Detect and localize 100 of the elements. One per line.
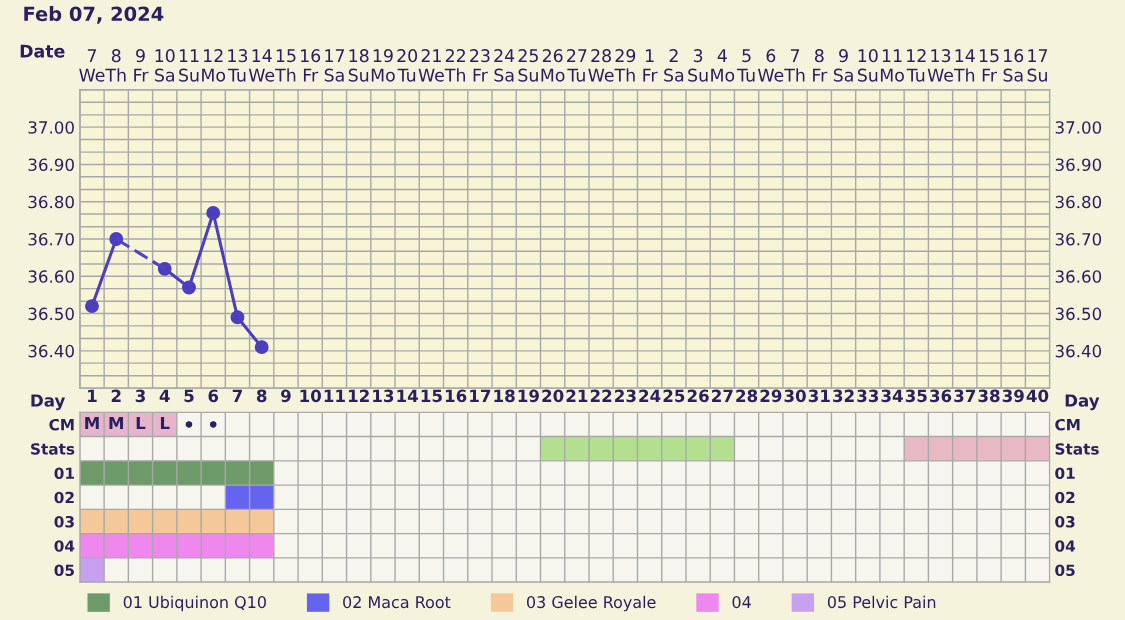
legend-label: 02 Maca Root	[343, 596, 451, 609]
x-tick-label: 18	[494, 389, 515, 403]
x-tick-label: 28 We	[588, 49, 614, 82]
x-tick-label: 25 Su	[518, 49, 538, 82]
x-tick-label: 9 Sa	[833, 49, 853, 82]
x-tick-label: 21 We	[418, 49, 444, 82]
x-tick-label: 11 Mo	[880, 49, 904, 82]
x-tick-label: 29	[760, 389, 782, 403]
y-tick-label: 36.50	[28, 307, 74, 321]
legend-label: 03 Gelee Royale	[526, 595, 656, 612]
x-tick-label: 8 Fr	[813, 49, 828, 82]
x-tick-label: 20 Tu	[397, 49, 418, 82]
x-tick-label: 26 Mo	[541, 49, 565, 82]
x-tick-label: 25	[663, 389, 685, 403]
x-tick-label: 36	[930, 389, 952, 403]
x-tick-label: 11 Su	[179, 49, 199, 82]
x-tick-label: 37	[954, 389, 976, 403]
x-tick-label: 5 Tu	[737, 49, 755, 82]
x-tick-label: 16 Sa	[1003, 49, 1024, 82]
x-tick-label: 8 Th	[105, 49, 126, 82]
annotation: L	[136, 416, 146, 430]
y-tick-label: 36.80	[28, 195, 74, 209]
x-tick-label: 7 We	[79, 49, 105, 82]
y-tick-label: 05	[1055, 564, 1075, 577]
x-tick-label: 24	[639, 389, 661, 402]
x-tick-label: 32	[833, 389, 854, 403]
x-tick-label: 23	[615, 389, 636, 403]
x-tick-label: 27 Tu	[567, 49, 587, 82]
y-tick-label: 36.90	[28, 158, 74, 172]
x-tick-label: 13	[373, 389, 394, 403]
x-tick-label: 3 Su	[688, 49, 708, 82]
x-tick-label: 1	[88, 389, 97, 402]
x-tick-label: 22 Th	[444, 49, 465, 82]
annotation: M	[85, 416, 99, 430]
x-tick-label: 14 We	[248, 49, 275, 82]
y-tick-label: 37.00	[28, 121, 74, 134]
x-tick-label: 16 Fr	[301, 49, 321, 82]
x-tick-label: 6 We	[757, 49, 784, 82]
x-tick-label: 29 Th	[614, 49, 636, 82]
x-tick-label: 33	[857, 389, 879, 403]
x-tick-label: 39	[1002, 389, 1024, 403]
x-tick-label: 12	[348, 389, 369, 402]
x-tick-label: 10 Sa	[155, 49, 175, 82]
y-tick-label: 02	[1055, 491, 1075, 504]
x-tick-label: 15 Th	[275, 49, 296, 82]
x-tick-label: 7	[232, 389, 242, 402]
y-tick-label: Stats	[1055, 443, 1099, 455]
x-tick-label: 30	[784, 389, 806, 403]
x-tick-label: 13 Tu	[227, 49, 248, 82]
x-tick-label: 23 Fr	[470, 49, 490, 82]
x-tick-label: 16	[445, 389, 467, 403]
x-tick-label: 40	[1026, 389, 1049, 403]
x-tick-label: 35	[905, 389, 927, 403]
x-tick-label: 24 Sa	[494, 49, 515, 82]
x-tick-label: 14	[397, 389, 418, 402]
text: Day	[1065, 394, 1100, 411]
x-tick-label: 1 Fr	[643, 49, 658, 82]
x-tick-label: 17 Su	[1027, 49, 1048, 82]
x-tick-label: 8	[256, 389, 267, 403]
x-tick-label: 15	[421, 389, 442, 403]
x-tick-label: 2 Sa	[664, 49, 684, 82]
x-tick-label: 2	[111, 389, 121, 402]
x-tick-label: 21	[566, 389, 588, 402]
x-tick-label: 5	[184, 389, 194, 403]
y-tick-label: CM	[1055, 418, 1080, 431]
x-tick-label: 19	[518, 389, 539, 403]
x-tick-label: 13 We	[927, 49, 954, 82]
x-tick-label: 22	[590, 389, 612, 402]
x-tick-label: 3	[135, 389, 145, 403]
annotation: L	[160, 416, 170, 430]
legend-label: 05 Pelvic Pain	[827, 595, 936, 609]
annotation: M	[109, 416, 123, 430]
x-tick-label: 18 Su	[348, 49, 369, 82]
x-tick-label: 34	[881, 389, 903, 403]
x-tick-label: 9 Fr	[134, 49, 149, 82]
x-tick-label: 31	[808, 389, 830, 403]
x-tick-label: 20	[542, 389, 564, 403]
x-tick-label: 10	[300, 389, 321, 403]
y-tick-label: 03	[1055, 515, 1075, 528]
x-tick-label: 14 Th	[953, 49, 975, 82]
y-tick-label: 04	[1055, 540, 1076, 552]
legend-label: 01 Ubiquinon Q10	[123, 595, 266, 612]
x-tick-label: 12 Mo	[202, 49, 226, 82]
x-tick-label: 7 Th	[784, 49, 805, 82]
x-tick-label: 11	[324, 389, 345, 402]
y-tick-label: 36.70	[28, 232, 74, 246]
x-axis-title: Date	[20, 44, 65, 58]
x-tick-label: 26	[687, 389, 709, 403]
x-tick-label: 28	[736, 389, 758, 403]
x-tick-label: 17	[470, 389, 491, 402]
chart-title: Feb 07, 2024	[24, 6, 164, 24]
x-tick-label: 10 Su	[857, 49, 878, 82]
legend-label: 04	[732, 596, 751, 609]
y-tick-label: 36.40	[28, 344, 74, 358]
y-tick-label: 01	[1055, 467, 1075, 479]
x-tick-label: 4	[159, 389, 170, 402]
x-tick-label: 4 Mo	[711, 49, 735, 82]
x-axis-title: Day	[31, 394, 66, 411]
y-tick-label: 36.60	[28, 270, 74, 283]
x-tick-label: 27	[712, 389, 733, 402]
